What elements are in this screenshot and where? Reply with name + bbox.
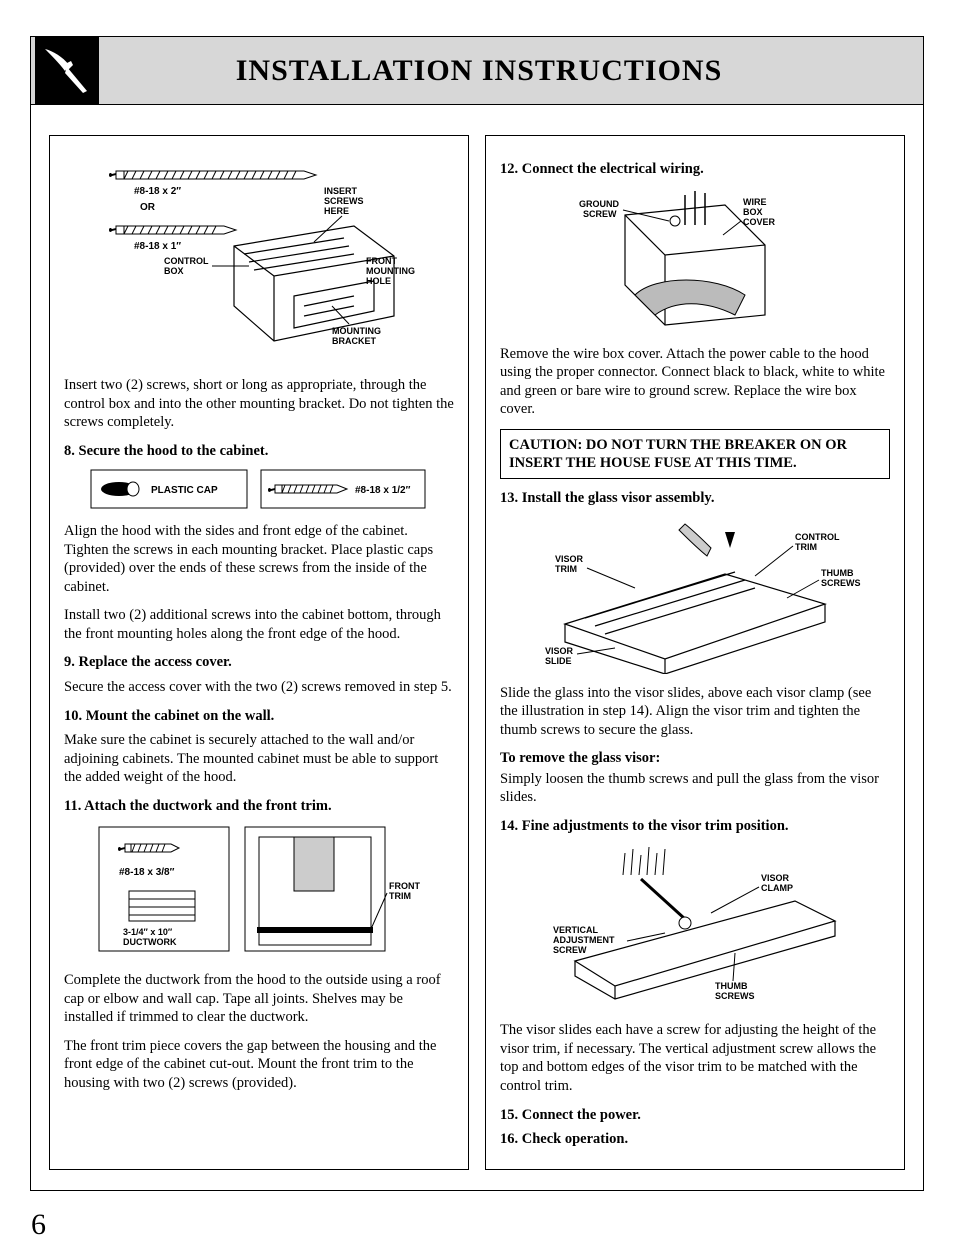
page-title: INSTALLATION INSTRUCTIONS bbox=[99, 54, 923, 88]
svg-text:VISORCLAMP: VISORCLAMP bbox=[761, 873, 793, 893]
page-frame: INSTALLATION INSTRUCTIONS bbox=[30, 36, 924, 1191]
label-screw2: #8-18 x 1″ bbox=[134, 241, 181, 252]
step-10-p: Make sure the cabinet is securely attach… bbox=[64, 731, 454, 787]
step-12-head: 12. Connect the electrical wiring. bbox=[500, 160, 890, 179]
hand-screwdriver-icon bbox=[43, 47, 91, 95]
step-11-p1: Complete the ductwork from the hood to t… bbox=[64, 971, 454, 1027]
label-control-box: CONTROLBOX bbox=[164, 256, 209, 276]
svg-text:CONTROLTRIM: CONTROLTRIM bbox=[795, 532, 840, 552]
page-number: 6 bbox=[31, 1208, 46, 1242]
columns: #8-18 x 2″ OR #8-18 x 1″ bbox=[49, 135, 905, 1170]
step-16-head: 16. Check operation. bbox=[500, 1130, 890, 1149]
step-11-head: 11. Attach the ductwork and the front tr… bbox=[64, 797, 454, 816]
step-13-p: Slide the glass into the visor slides, a… bbox=[500, 684, 890, 740]
step-13-head: 13. Install the glass visor assembly. bbox=[500, 489, 890, 508]
svg-text:#8-18 x 3/8″: #8-18 x 3/8″ bbox=[119, 867, 175, 878]
svg-text:#8-18 x 1/2″: #8-18 x 1/2″ bbox=[355, 485, 411, 496]
step-11-p2: The front trim piece covers the gap betw… bbox=[64, 1037, 454, 1093]
label-front-hole: FRONTMOUNTINGHOLE bbox=[366, 256, 415, 286]
figure-visor-assembly: VISORTRIM CONTROLTRIM THUMBSCREWS VISORS… bbox=[500, 514, 890, 674]
caution-box: CAUTION: DO NOT TURN THE BREAKER ON OR I… bbox=[500, 429, 890, 479]
svg-text:3-1/4″ x 10″DUCTWORK: 3-1/4″ x 10″DUCTWORK bbox=[123, 927, 177, 947]
step-9-head: 9. Replace the access cover. bbox=[64, 653, 454, 672]
right-column: 12. Connect the electrical wiring. bbox=[485, 135, 905, 1170]
left-column: #8-18 x 2″ OR #8-18 x 1″ bbox=[49, 135, 469, 1170]
figure-visor-adjust: VISORCLAMP VERTICALADJUSTMENTSCREW THUMB… bbox=[500, 841, 890, 1011]
step-8-head: 8. Secure the hood to the cabinet. bbox=[64, 442, 454, 461]
header-bar: INSTALLATION INSTRUCTIONS bbox=[31, 37, 923, 105]
figure-ductwork: #8-18 x 3/8″ 3-1/4″ x 10″DUCTWORK FRONTT… bbox=[64, 821, 454, 961]
remove-p: Simply loosen the thumb screws and pull … bbox=[500, 770, 890, 807]
svg-text:VISORTRIM: VISORTRIM bbox=[555, 554, 584, 574]
step-8-p2: Install two (2) additional screws into t… bbox=[64, 606, 454, 643]
svg-text:THUMBSCREWS: THUMBSCREWS bbox=[821, 568, 861, 588]
step-10-head: 10. Mount the cabinet on the wall. bbox=[64, 707, 454, 726]
svg-text:GROUNDSCREW: GROUNDSCREW bbox=[579, 199, 619, 219]
svg-text:THUMBSCREWS: THUMBSCREWS bbox=[715, 981, 755, 1001]
header-icon-box bbox=[35, 37, 99, 105]
step-15-head: 15. Connect the power. bbox=[500, 1106, 890, 1125]
label-or: OR bbox=[140, 202, 156, 213]
label-screw1: #8-18 x 2″ bbox=[134, 186, 181, 197]
label-bracket: MOUNTINGBRACKET bbox=[332, 326, 381, 346]
step-8-p1: Align the hood with the sides and front … bbox=[64, 522, 454, 596]
label-insert: INSERTSCREWSHERE bbox=[324, 186, 364, 216]
step-14-head: 14. Fine adjustments to the visor trim p… bbox=[500, 817, 890, 836]
svg-text:VERTICALADJUSTMENTSCREW: VERTICALADJUSTMENTSCREW bbox=[553, 925, 615, 955]
figure-plastic-cap: PLASTIC CAP #8-18 x 1/2″ bbox=[64, 466, 454, 512]
step-12-p: Remove the wire box cover. Attach the po… bbox=[500, 345, 890, 419]
intro-para: Insert two (2) screws, short or long as … bbox=[64, 376, 454, 432]
remove-head: To remove the glass visor: bbox=[500, 749, 890, 768]
svg-text:FRONTTRIM: FRONTTRIM bbox=[389, 881, 420, 901]
figure-mounting-bracket: #8-18 x 2″ OR #8-18 x 1″ bbox=[64, 156, 454, 366]
figure-wiring: GROUNDSCREW WIREBOXCOVER bbox=[500, 185, 890, 335]
svg-text:WIREBOXCOVER: WIREBOXCOVER bbox=[743, 197, 776, 227]
step-14-p: The visor slides each have a screw for a… bbox=[500, 1021, 890, 1095]
svg-text:PLASTIC CAP: PLASTIC CAP bbox=[151, 485, 218, 496]
svg-text:VISORSLIDE: VISORSLIDE bbox=[545, 646, 574, 666]
step-9-p: Secure the access cover with the two (2)… bbox=[64, 678, 454, 697]
